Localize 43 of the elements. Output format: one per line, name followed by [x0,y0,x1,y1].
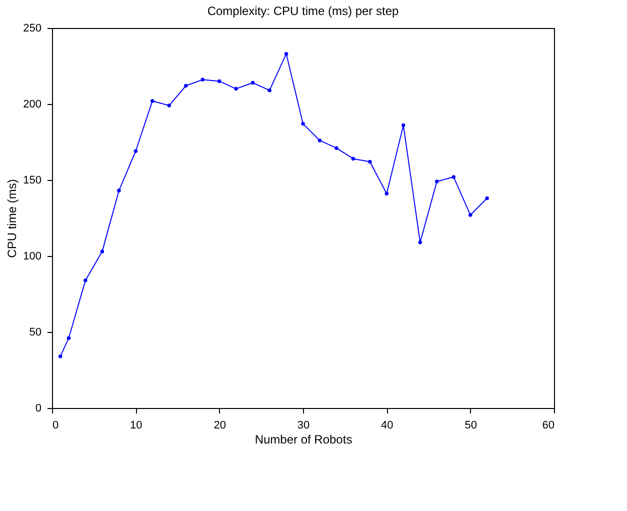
x-tick-label: 0 [52,420,59,432]
x-tick-label: 20 [214,420,226,432]
point [434,180,439,184]
point [184,84,188,88]
point [167,104,172,108]
y-tick-label: 0 [35,402,42,414]
y-axis-title: CPU time (ms) [5,179,20,258]
y-tick-label: 150 [23,174,42,186]
point [84,278,88,282]
point [318,138,322,142]
point [351,156,356,161]
point [334,146,338,150]
point [301,122,305,126]
point [100,250,104,254]
point [66,336,71,340]
point [418,240,422,244]
point [217,79,222,84]
point [58,354,62,358]
x-tick-label: 60 [542,420,554,432]
x-tick-label: 10 [130,420,142,432]
point [452,175,456,179]
point [402,123,406,128]
point [384,192,389,196]
point [117,188,121,193]
x-tick-label: 40 [381,420,394,432]
point [485,196,489,200]
point [134,149,138,153]
y-tick-label: 50 [29,326,42,338]
y-tick-label: 200 [23,98,42,110]
point [200,78,204,82]
point [150,99,154,103]
x-axis-title: Number of Robots [254,432,352,446]
x-tick-label: 30 [297,420,310,432]
point [368,160,372,164]
chart-title: Complexity: CPU time (ms) per step [207,4,400,18]
y-tick-label: 250 [23,22,42,34]
x-tick-label: 50 [464,420,477,432]
y-tick-label: 100 [23,250,42,262]
point [250,80,255,85]
point [268,88,272,92]
point [234,86,238,91]
point [284,52,288,56]
point [468,213,472,217]
